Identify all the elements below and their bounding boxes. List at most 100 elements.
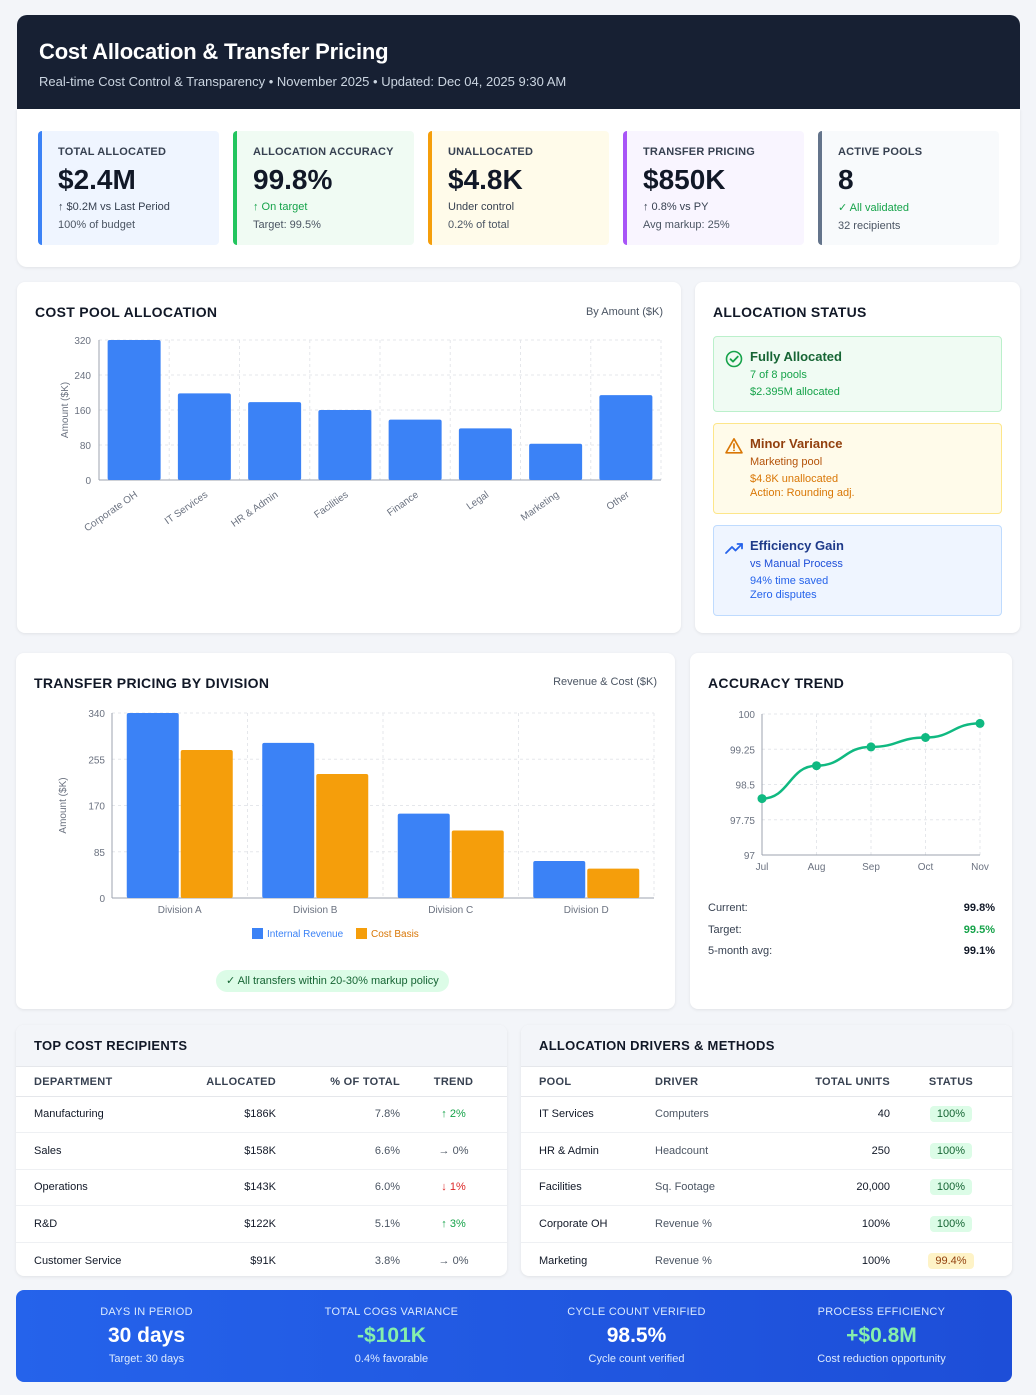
kpi-detail: Under control bbox=[448, 201, 515, 213]
kpi-card-active-pools[interactable]: ACTIVE POOLS 8 ✓ All validated 32 recipi… bbox=[818, 131, 999, 245]
x-tick-label: Oct bbox=[918, 862, 934, 873]
dashboard-header: Cost Allocation & Transfer Pricing Real-… bbox=[17, 15, 1020, 109]
column-header[interactable]: % OF TOTAL bbox=[276, 1068, 400, 1097]
bar bbox=[458, 428, 512, 480]
table-row[interactable]: R&D $122K 5.1% ↑ 3% bbox=[16, 1205, 507, 1243]
table-row[interactable]: Marketing Revenue % 100% 99.4% bbox=[521, 1242, 1012, 1276]
x-tick-label: Division A bbox=[158, 905, 202, 916]
kpi-card-total-allocated[interactable]: TOTAL ALLOCATED $2.4M ↑ $0.2M vs Last Pe… bbox=[38, 131, 219, 245]
summary-label: Current: bbox=[708, 902, 748, 914]
status-title: Efficiency Gain bbox=[750, 538, 844, 553]
table-row[interactable]: Sales $158K 6.6% → 0% bbox=[16, 1132, 507, 1170]
status-badge: 100% bbox=[929, 1142, 973, 1159]
table-row[interactable]: IT Services Computers 40 100% bbox=[521, 1096, 1012, 1133]
status-line: vs Manual Process bbox=[750, 558, 843, 570]
status-badge: 100% bbox=[929, 1215, 973, 1232]
kpi-value: 99.8% bbox=[253, 164, 333, 195]
footer-sub: Cost reduction opportunity bbox=[817, 1353, 946, 1365]
x-tick-label: Jul bbox=[756, 862, 769, 873]
data-point bbox=[757, 794, 767, 804]
units-cell: 40 bbox=[765, 1096, 890, 1133]
page-title: Cost Allocation & Transfer Pricing bbox=[39, 39, 389, 64]
column-header[interactable]: DEPARTMENT bbox=[16, 1068, 181, 1097]
table-row[interactable]: Customer Service $91K 3.8% → 0% bbox=[16, 1242, 507, 1276]
bar-cost-basis bbox=[316, 773, 369, 898]
footer-value: +$0.8M bbox=[846, 1324, 917, 1347]
x-tick-label: Division D bbox=[564, 905, 609, 916]
column-header[interactable]: TOTAL UNITS bbox=[765, 1068, 890, 1097]
pool-cell: HR & Admin bbox=[521, 1132, 655, 1170]
legend-swatch bbox=[252, 928, 263, 939]
kpi-subdetail: Avg markup: 25% bbox=[643, 219, 730, 231]
x-tick-label: Other bbox=[605, 489, 632, 513]
bar-cost-basis bbox=[180, 750, 233, 898]
x-tick-label: Corporate OH bbox=[83, 489, 140, 534]
x-tick-label: Legal bbox=[465, 489, 491, 512]
accuracy-average-row: 5-month avg: 99.1% bbox=[708, 945, 995, 957]
y-tick-label: 80 bbox=[80, 441, 92, 452]
status-line: Marketing pool bbox=[750, 456, 823, 468]
footer-days-in-period: DAYS IN PERIOD 30 days Target: 30 days bbox=[22, 1290, 271, 1365]
units-cell: 100% bbox=[765, 1205, 890, 1243]
status-badge: 100% bbox=[929, 1106, 973, 1123]
kpi-strip: TOTAL ALLOCATED $2.4M ↑ $0.2M vs Last Pe… bbox=[17, 109, 1020, 267]
allocated-cell: $143K bbox=[181, 1169, 276, 1206]
bar-internal-revenue bbox=[262, 742, 315, 898]
kpi-subdetail: 0.2% of total bbox=[448, 219, 510, 231]
y-axis-label: Amount ($K) bbox=[60, 382, 71, 438]
x-tick-label: Division C bbox=[428, 905, 473, 916]
kpi-card-allocation-accuracy[interactable]: ALLOCATION ACCURACY 99.8% ↑ On target Ta… bbox=[233, 131, 414, 245]
footer-sub: 0.4% favorable bbox=[354, 1353, 429, 1365]
trend-cell: ↓ 1% bbox=[400, 1169, 507, 1206]
kpi-subdetail: 32 recipients bbox=[838, 220, 901, 232]
status-line: Action: Rounding adj. bbox=[750, 487, 855, 499]
footer-label: TOTAL COGS VARIANCE bbox=[324, 1306, 459, 1318]
status-fully-allocated[interactable]: Fully Allocated 7 of 8 pools $2.395M all… bbox=[713, 336, 1002, 412]
transfer-pricing-chart: 0 85 170 255 340 Division A Division B Division… bbox=[58, 709, 655, 940]
table-row[interactable]: Facilities Sq. Footage 20,000 100% bbox=[521, 1169, 1012, 1206]
column-header[interactable]: POOL bbox=[521, 1068, 655, 1097]
column-header[interactable]: STATUS bbox=[890, 1068, 1012, 1097]
trend-cell: → 0% bbox=[400, 1132, 507, 1170]
table-row[interactable]: Corporate OH Revenue % 100% 100% bbox=[521, 1205, 1012, 1243]
accuracy-trend-chart: 97 97.75 98.5 99.25 100 Jul Aug Sep Oct Nov bbox=[730, 710, 989, 873]
summary-label: Target: bbox=[708, 924, 742, 936]
kpi-card-transfer-pricing[interactable]: TRANSFER PRICING $850K ↑ 0.8% vs PY Avg … bbox=[623, 131, 804, 245]
pool-cell: Facilities bbox=[521, 1169, 655, 1206]
y-tick-label: 98.5 bbox=[736, 781, 756, 792]
footer-label: PROCESS EFFICIENCY bbox=[817, 1306, 946, 1318]
y-tick-label: 99.25 bbox=[730, 745, 755, 756]
table-row[interactable]: HR & Admin Headcount 250 100% bbox=[521, 1132, 1012, 1170]
footer-label: DAYS IN PERIOD bbox=[100, 1306, 193, 1318]
status-line: 7 of 8 pools bbox=[750, 369, 807, 381]
status-minor-variance[interactable]: Minor Variance Marketing pool $4.8K unal… bbox=[713, 423, 1002, 514]
cost-pool-note: By Amount ($K) bbox=[585, 306, 663, 318]
x-tick-label: Sep bbox=[862, 862, 880, 873]
status-badge: 99.4% bbox=[928, 1252, 974, 1269]
x-tick-label: Division B bbox=[293, 905, 338, 916]
kpi-detail: ↑ 0.8% vs PY bbox=[643, 201, 709, 213]
kpi-card-unallocated[interactable]: UNALLOCATED $4.8K Under control 0.2% of … bbox=[428, 131, 609, 245]
status-line: Zero disputes bbox=[750, 589, 817, 601]
driver-cell: Sq. Footage bbox=[655, 1169, 765, 1206]
drivers-header-bar bbox=[521, 1025, 1012, 1067]
table-row[interactable]: Operations $143K 6.0% ↓ 1% bbox=[16, 1169, 507, 1206]
column-header[interactable]: ALLOCATED bbox=[181, 1068, 276, 1097]
status-cell: 99.4% bbox=[890, 1242, 1012, 1276]
percent-cell: 6.6% bbox=[276, 1132, 400, 1170]
bar-cost-basis bbox=[587, 868, 640, 898]
recipients-table: DEPARTMENT ALLOCATED % OF TOTAL TREND Ma… bbox=[16, 1068, 507, 1276]
status-efficiency-gain[interactable]: Efficiency Gain vs Manual Process 94% ti… bbox=[713, 525, 1002, 616]
data-point bbox=[866, 742, 876, 752]
accuracy-target-row: Target: 99.5% bbox=[708, 924, 995, 936]
column-header[interactable]: TREND bbox=[400, 1068, 507, 1097]
page-subtitle: Real-time Cost Control & Transparency • … bbox=[39, 74, 567, 89]
column-header[interactable]: DRIVER bbox=[655, 1068, 765, 1097]
table-row[interactable]: Manufacturing $186K 7.8% ↑ 2% bbox=[16, 1096, 507, 1133]
accuracy-trend-card: ACCURACY TREND 97 97.75 98.5 99.25 100 Jul Aug… bbox=[690, 653, 1012, 1009]
kpi-subdetail: 100% of budget bbox=[58, 219, 136, 231]
driver-cell: Computers bbox=[655, 1096, 765, 1133]
summary-label: 5-month avg: bbox=[708, 945, 773, 957]
department-cell: Customer Service bbox=[34, 1254, 122, 1267]
trend-cell: → 0% bbox=[438, 1254, 469, 1267]
